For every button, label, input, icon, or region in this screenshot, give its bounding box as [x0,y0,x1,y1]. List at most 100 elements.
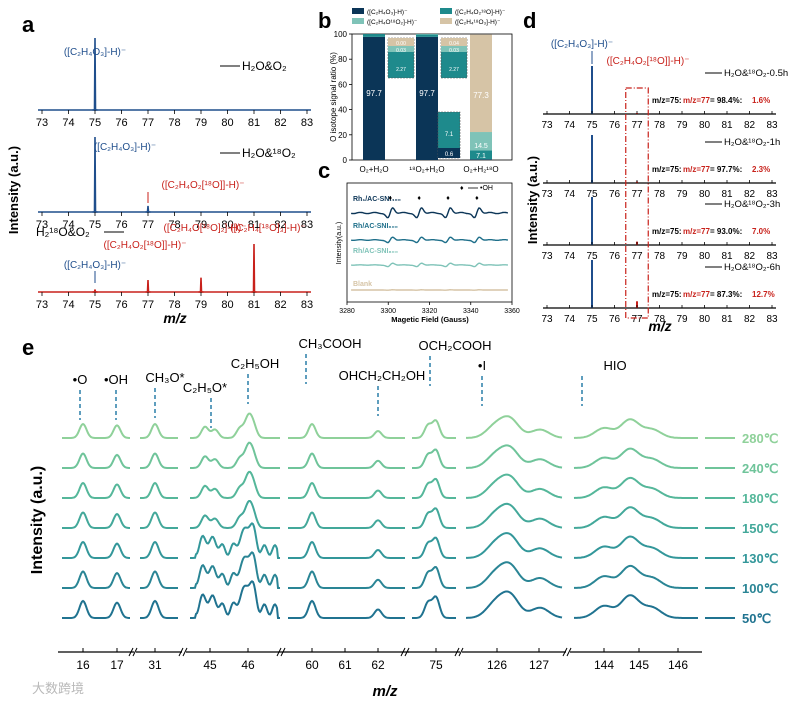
panel-e-trace-4-1 [140,540,178,559]
panel-e-trace-1-4 [412,448,456,469]
panel-a-tick-label: 78 [168,299,180,311]
panel-a-peak-1-1 [145,205,151,213]
panel-e-trace-0-3 [288,422,405,439]
panel-d-ratio-mid: m/z=77 [683,96,710,105]
panel-b-inset-label: 2.27 [396,67,406,73]
panel-d-tick-label: 79 [676,120,688,131]
panel-d-tick-label: 73 [541,251,553,262]
panel-d-ratio-val: = 93.0%: [710,227,742,236]
panel-b-inset-mid [388,46,414,52]
panel-b-ylabel: O isotope signal ratio (%) [329,52,338,142]
panel-b-legend-label: ([C₂H₄O₃]-H)⁻ [367,9,408,16]
panel-b-bar-0-1 [363,34,385,37]
panel-a-tick-label: 77 [142,219,154,231]
panel-e-trace-4-5 [466,532,563,559]
panel-e-trace-5-2 [190,551,280,589]
panel-b-ytick-label: 60 [338,80,347,89]
panel-c-legend-label: •OH [480,185,493,192]
panel-e-trace-0-5 [466,415,563,439]
watermark: 大数跨境 [32,681,84,696]
panel-d-top-label: ([C₂H₄O₃]-H)⁻ [551,39,613,50]
panel-b-inset-label: 7.1 [445,132,454,138]
panel-e-xtick-label: 146 [668,658,688,672]
panel-d-tick-label: 83 [766,120,778,131]
panel-d-tick-label: 77 [631,120,643,131]
panel-b-bar-2-3 [470,34,492,133]
panel-e-xtick-label: 62 [371,658,385,672]
panel-d-tick-label: 81 [721,314,733,325]
panel-e-trace-1-2 [190,441,280,469]
panel-e-trace-0-4 [412,419,456,439]
panel-a-tick-label: 82 [274,219,286,231]
panel-a-legend-0: H₂O&O₂ [242,59,287,73]
panel-d-legend-label: H₂O&¹⁸O₂-6h [724,262,780,273]
panel-d-ratio-red: 12.7% [752,290,775,299]
panel-e-trace-2-2 [190,470,280,499]
panel-e-species-label: C₂H₅OH [231,356,280,371]
panel-a-tick-label: 73 [36,219,48,231]
panel-a-peak-2-2 [198,277,204,293]
panel-e-species-label: OCH₂COOH [419,338,492,353]
panel-d-ratio-prefix: m/z=75: [652,96,682,105]
panel-e-trace-3-0 [62,511,130,529]
panel-b: 0 20 40 60 80 100 O₂+H₂O ¹⁸O₂+H₂O O₂+H₂¹⁸O 97.7 97… [329,8,513,174]
panel-b-ytick-label: 100 [334,30,348,39]
panel-b-bar-label: 14.5 [474,143,488,150]
panel-d-tick-label: 75 [586,120,598,131]
panel-e-xtick-label: 17 [110,658,124,672]
panel-e-trace-2-6 [573,476,698,499]
panel-e-trace-6-2 [190,580,280,619]
panel-a-tick-label: 81 [248,117,260,129]
panel-e-trace-6-3 [288,599,405,619]
panel-letter-b: b [318,8,331,33]
panel-d-tick-label: 79 [676,314,688,325]
panel-d-ylabel: Intensity (a.u.) [525,156,540,244]
panel-d-tick-label: 76 [609,251,621,262]
panel-e-xtick-label: 127 [529,658,549,672]
panel-b-ytick-label: 80 [338,55,347,64]
panel-c-spectrum-1 [351,236,508,244]
panel-a-tick-label: 76 [115,117,127,129]
panel-d-tick-label: 77 [631,251,643,262]
panel-a-tick-label: 80 [221,219,233,231]
panel-e-trace-5-3 [288,570,405,589]
panel-d-ratio-prefix: m/z=75: [652,227,682,236]
panel-e-trace-3-6 [573,506,698,529]
panel-e-trace-6-5 [466,590,563,619]
panel-b-inset-label: 0.03 [449,48,459,54]
panel-b-category-label: O₂+H₂O [359,165,388,174]
panel-a-peak-label: ([C₂H₄[¹⁸O]₃]-H)⁻ [230,223,305,234]
panel-e-trace-6-6 [574,594,698,619]
panel-d-ratio-val: = 87.3%: [710,290,742,299]
panel-e-species-label: OHCH₂CH₂OH [339,368,426,383]
panel-a-peak-label: ([C₂H₄O₂[¹⁸O]]-H)⁻ [104,240,187,251]
panel-b-inset-top [441,38,467,46]
panel-d-tick-label: 78 [654,189,666,200]
panel-a-tick-label: 79 [195,219,207,231]
panel-d-tick-label: 82 [744,251,756,262]
panel-e-trace-0-6 [573,418,698,439]
panel-e-trace-5-5 [466,561,563,589]
panel-b-legend-label: ([C₂H₄O¹⁸O₂]-H)⁻ [367,19,418,26]
panel-d-tick-label: 73 [541,189,553,200]
panel-c-peak-marker: ♦ [389,195,393,202]
panel-e-axis-break-1 [128,647,138,657]
panel-e-trace-6-4 [412,595,456,619]
panel-d-tick-label: 74 [564,189,576,200]
panel-a-tick-label: 80 [221,117,233,129]
panel-d-tick-label: 83 [766,189,778,200]
panel-a-tick-label: 83 [301,219,313,231]
panel-d-tick-label: 83 [766,251,778,262]
panel-e-trace-3-1 [140,511,178,529]
panel-d-tick-label: 75 [586,251,598,262]
panel-e-species-label: •O [73,372,88,387]
panel-e-species-label: CH₃COOH [298,336,361,351]
panel-e-axis-break-3 [276,647,286,657]
panel-d-tick-label: 80 [699,189,711,200]
panel-d-tick-label: 80 [699,120,711,131]
panel-e-trace-0-0 [62,422,130,439]
panel-b-legend-label: ([C₂H₄O₂¹⁸O]-H)⁻ [455,9,506,16]
panel-e-trace-2-5 [466,473,563,499]
panel-d-ratio-red: 2.3% [752,165,770,174]
panel-a-xlabel: m/z [163,310,186,326]
